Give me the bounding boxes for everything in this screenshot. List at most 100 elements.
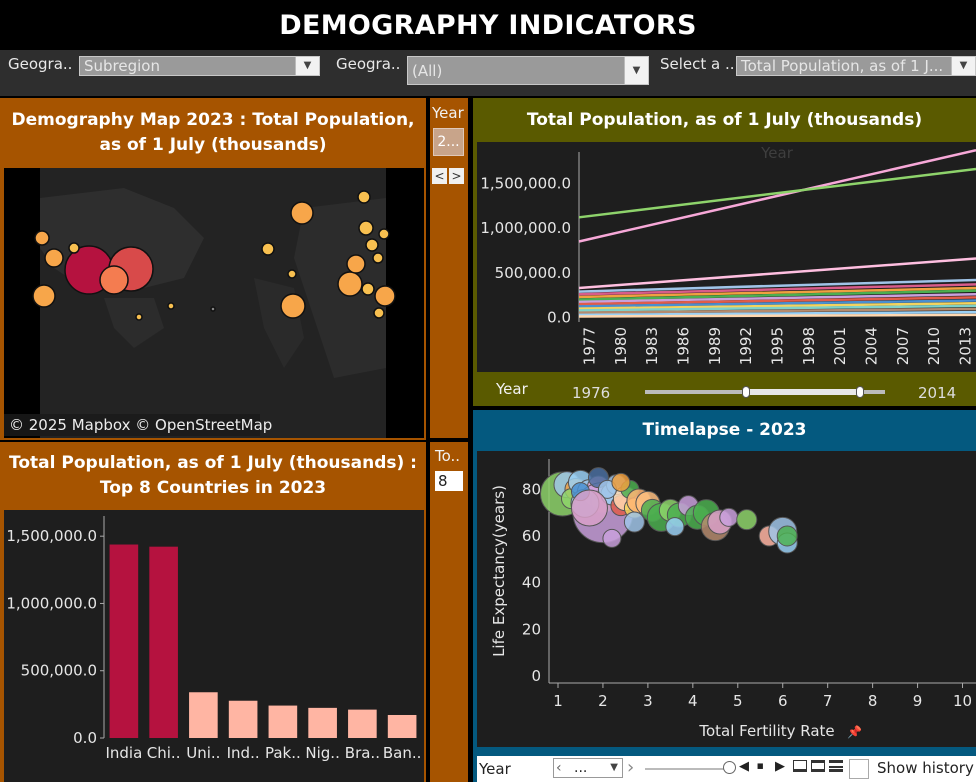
line-series-4[interactable] [578,283,976,296]
map-bubble[interactable] [210,306,216,312]
pin-icon[interactable]: 📌 [847,724,862,739]
line-series-14[interactable] [578,313,976,318]
map-bubble[interactable] [358,220,374,236]
line-series-6[interactable] [578,289,976,301]
playback-speed-handle[interactable] [723,761,736,774]
line-x-tick-label: 1989 [706,327,724,365]
map-bubble[interactable] [365,238,379,252]
chevron-right-icon[interactable]: › [627,757,635,778]
map-bubble[interactable] [280,293,306,319]
world-map[interactable]: © 2025 Mapbox © OpenStreetMap [4,168,424,438]
map-bubble[interactable] [68,242,80,254]
map-bubble[interactable] [34,230,50,246]
map-bubble[interactable] [346,254,366,274]
scatter-point[interactable] [736,509,758,531]
chevron-left-icon[interactable]: < [432,168,447,184]
map-bubble[interactable] [290,201,314,225]
chevron-down-icon[interactable]: ▼ [610,762,618,773]
filter-geography-level-select[interactable]: Subregion ▼ [79,56,320,76]
line-series-7[interactable] [578,293,976,304]
bar-x-tick-label: Nig.. [305,744,339,762]
bar-7[interactable] [387,714,417,738]
speed-medium-icon[interactable] [811,760,825,772]
line-series-5[interactable] [578,286,976,299]
scatter-point[interactable] [602,528,622,548]
bar-0[interactable] [109,544,139,738]
line-series-2[interactable] [578,257,976,290]
bar-5[interactable] [308,707,337,738]
dashboard-header: DEMOGRAPHY INDICATORS [0,0,976,50]
map-bubble[interactable] [337,271,363,297]
bar-6[interactable] [348,709,377,738]
map-bubble[interactable] [44,248,64,268]
filter-indicator-label: Select a .. [660,55,735,73]
play-icon[interactable]: ▶ [775,759,785,774]
speed-fast-icon[interactable] [829,760,843,772]
year-range-fill [746,389,860,395]
stop-icon[interactable]: ⏹ [757,759,764,774]
line-x-tick-label: 2013 [957,327,975,365]
bar-2[interactable] [189,692,218,738]
map-bubble[interactable] [374,285,396,307]
map-bubble[interactable] [378,228,390,240]
bar-3[interactable] [228,700,258,738]
year-range-slider[interactable] [645,386,885,398]
chevron-down-icon[interactable]: ▼ [295,57,319,75]
playback-bar: Year ‹ ... ▼ › ◀ ⏹ ▶ Show history [477,756,976,782]
speed-slow-icon[interactable] [793,760,807,772]
scatter-x-axis-label: Total Fertility Rate [698,722,834,740]
scatter-point[interactable] [611,472,631,492]
playback-speed-track[interactable] [645,768,727,770]
chevron-right-icon[interactable]: > [449,168,464,184]
map-bubble[interactable] [361,282,375,296]
line-series-8[interactable] [578,296,976,306]
scatter-point[interactable] [719,507,739,527]
bar-4[interactable] [268,705,298,738]
chevron-left-icon[interactable]: ‹ [556,760,562,776]
filter-indicator-select[interactable]: Total Population, as of 1 J... ▼ [736,56,976,76]
topn-control-input[interactable]: 8 [435,471,463,491]
year-control-value[interactable]: 2... [433,128,464,156]
line-series-9[interactable] [578,299,976,308]
map-bubble[interactable] [167,302,175,310]
map-bubble[interactable] [372,252,384,264]
line-series-13[interactable] [578,310,976,317]
line-x-tick-label: 1983 [643,327,661,365]
chevron-down-icon[interactable]: ▼ [951,57,975,75]
chevron-down-icon[interactable]: ▼ [624,57,648,84]
scatter-x-tick-label: 3 [643,692,653,710]
bar-x-tick-label: Chi.. [147,744,181,762]
show-history-checkbox[interactable] [849,759,869,779]
slider-handle-low[interactable] [742,386,751,398]
line-series-10[interactable] [578,301,976,310]
map-bubble[interactable] [357,190,371,204]
scatter-point[interactable] [665,517,685,537]
map-view[interactable]: © 2025 Mapbox © OpenStreetMap [4,168,424,438]
scatter-chart: 0 20 40 60 80 1 2 3 4 5 6 7 8 9 10 Total Fertility Rate… [490,459,976,740]
map-bubble[interactable] [99,265,129,295]
step-back-icon[interactable]: ◀ [739,759,749,774]
map-bubble[interactable] [135,313,143,321]
line-series-11[interactable] [578,304,976,312]
filter-geography-select[interactable]: (All) ▼ [407,56,649,85]
scatter-point[interactable] [570,489,608,527]
map-bubble[interactable] [261,242,275,256]
bar-y-tick-label: 1,000,000.0 [6,594,97,612]
line-series-3[interactable] [578,278,976,293]
scatter-point[interactable] [776,525,798,547]
line-series-0[interactable] [578,148,976,243]
scatter-point[interactable] [623,511,645,533]
playback-value-select[interactable]: ‹ ... ▼ [553,758,623,778]
map-bubble[interactable] [373,307,385,319]
scatter-y-axis-label: Life Expectancy(years) [490,485,508,657]
line-y-tick-label: 1,000,000.0 [480,219,571,237]
slider-handle-high[interactable] [855,386,864,398]
map-bubble[interactable] [32,284,56,308]
bar-1[interactable] [149,546,178,738]
line-series-1[interactable] [578,167,976,219]
year-slider-label: Year [496,380,528,398]
map-bubble[interactable] [287,269,297,279]
line-series-12[interactable] [578,307,976,314]
show-history-label: Show history [877,759,974,777]
scatter-x-tick-label: 6 [778,692,788,710]
